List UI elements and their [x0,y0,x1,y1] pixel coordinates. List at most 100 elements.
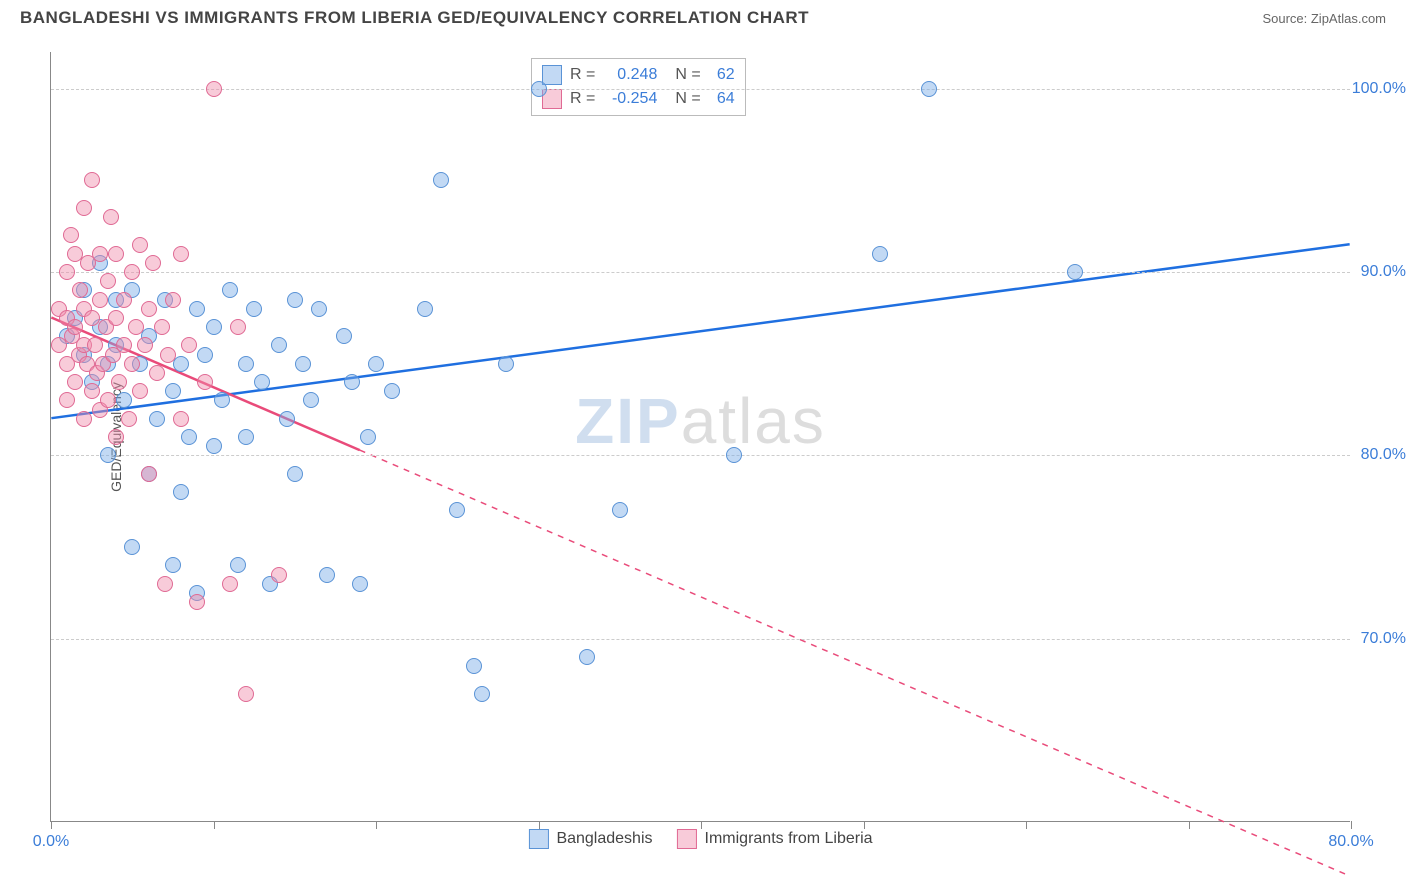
stats-r-label: R = [570,66,595,84]
scatter-point [154,319,170,335]
scatter-point [498,356,514,372]
watermark: ZIPatlas [575,384,826,458]
stats-row: R = -0.254 N = 64 [542,87,735,111]
scatter-point [449,502,465,518]
trend-line-extrapolated [360,450,1350,876]
x-tick-label: 80.0% [1328,833,1373,851]
legend-swatch [528,829,548,849]
scatter-point [149,365,165,381]
scatter-point [466,658,482,674]
stats-n-label: N = [675,66,700,84]
x-tick-label: 0.0% [33,833,69,851]
scatter-point [165,557,181,573]
scatter-point [531,81,547,97]
y-tick-label: 90.0% [1361,263,1406,281]
scatter-point [92,246,108,262]
scatter-point [612,502,628,518]
scatter-point [76,411,92,427]
scatter-point [238,686,254,702]
x-tick [701,821,702,829]
stats-r-value: -0.254 [603,90,657,108]
scatter-point [206,81,222,97]
scatter-point [116,392,132,408]
bottom-legend: Bangladeshis Immigrants from Liberia [528,829,872,849]
scatter-point [206,319,222,335]
scatter-point [108,310,124,326]
scatter-point [344,374,360,390]
stats-r-label: R = [570,90,595,108]
scatter-point [103,209,119,225]
gridline-h [51,455,1350,456]
scatter-point [141,301,157,317]
gridline-h [51,89,1350,90]
scatter-point [433,172,449,188]
scatter-point [132,237,148,253]
scatter-point [67,374,83,390]
scatter-point [165,383,181,399]
header: BANGLADESHI VS IMMIGRANTS FROM LIBERIA G… [0,0,1406,32]
scatter-point [238,356,254,372]
scatter-point [214,392,230,408]
x-tick [1026,821,1027,829]
scatter-point [128,319,144,335]
trend-line [51,244,1349,418]
scatter-point [108,429,124,445]
scatter-point [197,347,213,363]
scatter-point [173,246,189,262]
scatter-point [579,649,595,665]
scatter-point [384,383,400,399]
scatter-point [124,539,140,555]
scatter-point [246,301,262,317]
stats-n-value: 64 [709,90,735,108]
scatter-point [59,264,75,280]
scatter-point [173,411,189,427]
stats-r-value: 0.248 [603,66,657,84]
watermark-zip: ZIP [575,385,681,457]
scatter-point [84,383,100,399]
scatter-point [474,686,490,702]
scatter-point [76,200,92,216]
scatter-point [206,438,222,454]
scatter-point [108,246,124,262]
scatter-point [124,356,140,372]
stats-legend-box: R =0.248N =62R =-0.254N =64 [531,58,746,116]
scatter-point [295,356,311,372]
scatter-point [287,466,303,482]
scatter-point [149,411,165,427]
scatter-point [360,429,376,445]
scatter-point [87,337,103,353]
x-tick [214,821,215,829]
x-tick [539,821,540,829]
scatter-point [141,466,157,482]
legend-item: Immigrants from Liberia [677,829,873,849]
scatter-point [124,264,140,280]
x-tick [864,821,865,829]
stats-n-label: N = [675,90,700,108]
legend-item: Bangladeshis [528,829,652,849]
source-label: Source: ZipAtlas.com [1262,11,1386,26]
scatter-point [319,567,335,583]
y-tick-label: 100.0% [1352,80,1406,98]
scatter-point [336,328,352,344]
x-tick [51,821,52,829]
scatter-point [137,337,153,353]
scatter-point [726,447,742,463]
gridline-h [51,639,1350,640]
scatter-point [111,374,127,390]
scatter-point [271,337,287,353]
scatter-point [189,594,205,610]
y-tick-label: 70.0% [1361,630,1406,648]
scatter-point [189,301,205,317]
scatter-point [222,282,238,298]
scatter-point [254,374,270,390]
x-tick [376,821,377,829]
scatter-point [872,246,888,262]
scatter-point [67,319,83,335]
x-tick [1351,821,1352,829]
scatter-point [181,337,197,353]
scatter-point [173,484,189,500]
scatter-point [921,81,937,97]
scatter-point [121,411,137,427]
series-swatch [542,65,562,85]
scatter-point [230,319,246,335]
